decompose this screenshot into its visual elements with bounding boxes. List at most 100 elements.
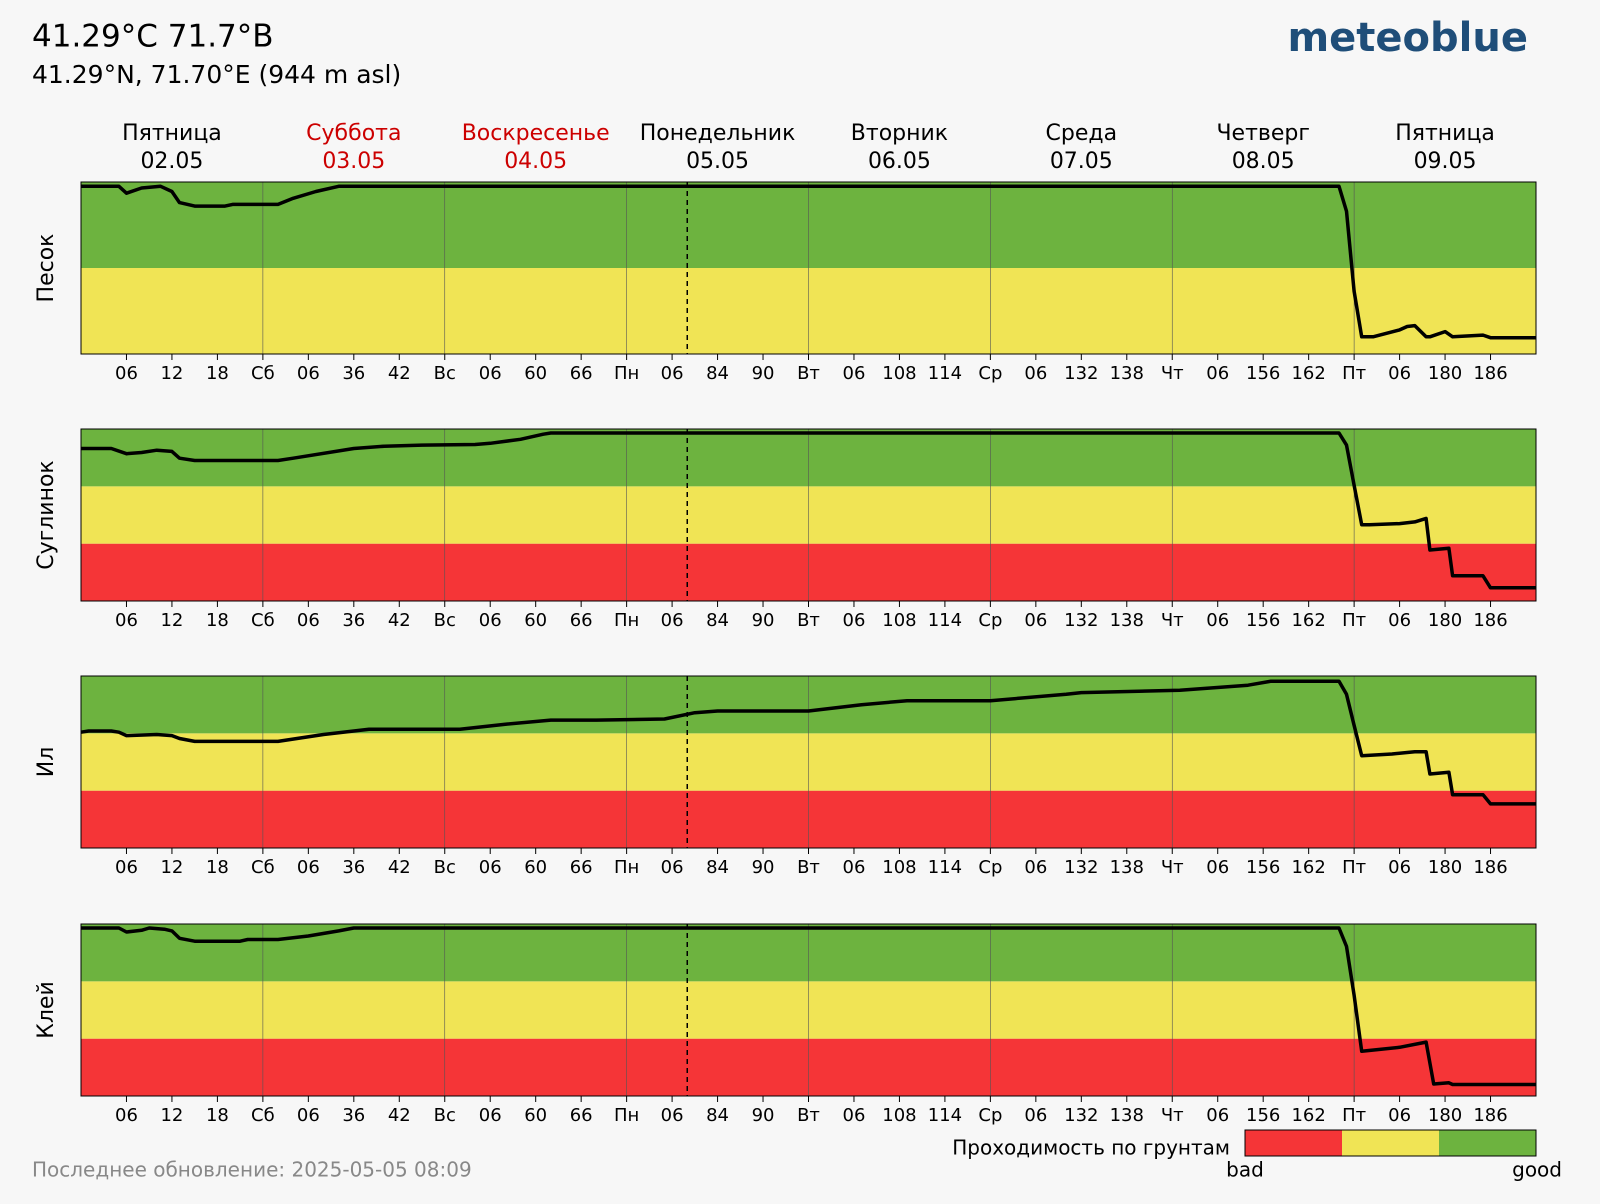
legend-swatch (1439, 1130, 1536, 1156)
x-tick-label: 18 (206, 1105, 229, 1126)
x-tick-label: 06 (1024, 1105, 1047, 1126)
x-tick-label: Пт (1342, 1105, 1366, 1126)
x-tick-label: 162 (1291, 610, 1325, 631)
x-tick-label: 36 (342, 610, 365, 631)
x-tick-label: 06 (1388, 1105, 1411, 1126)
x-tick-label: 06 (479, 857, 502, 878)
x-tick-label: 18 (206, 363, 229, 384)
plot-frame (80, 181, 1537, 355)
x-tick-label: 60 (524, 363, 547, 384)
x-tick-label: 180 (1428, 1105, 1462, 1126)
day-name: Воскресенье (462, 121, 610, 146)
x-tick-label: 162 (1291, 1105, 1325, 1126)
footer: Последнее обновление: 2025-05-05 08:09 (32, 1158, 472, 1182)
x-tick-label: Пн (614, 857, 639, 878)
x-tick-label: Вт (797, 857, 820, 878)
legend-low: bad (1226, 1158, 1264, 1182)
x-tick-label: 06 (1024, 610, 1047, 631)
x-tick-label: 186 (1473, 857, 1507, 878)
x-tick-label: Сб (251, 610, 275, 631)
x-tick-label: 60 (524, 857, 547, 878)
x-tick-label: Пт (1342, 363, 1366, 384)
x-tick-label: 66 (570, 857, 593, 878)
x-tick-label: Вс (434, 610, 456, 631)
x-tick-label: Сб (251, 857, 275, 878)
x-tick-label: 114 (928, 363, 962, 384)
x-tick-label: 114 (928, 857, 962, 878)
x-tick-label: 108 (882, 857, 916, 878)
data-line (81, 926, 1536, 1087)
x-tick-label: 108 (882, 1105, 916, 1126)
x-tick-label: 06 (843, 857, 866, 878)
x-tick-label: 84 (706, 363, 729, 384)
x-tick-label: 66 (570, 1105, 593, 1126)
x-tick-label: Ср (978, 363, 1002, 384)
x-tick-label: 12 (160, 857, 183, 878)
x-tick-label: 06 (297, 363, 320, 384)
day-date: 06.05 (868, 149, 931, 174)
x-tick-label: 06 (661, 1105, 684, 1126)
x-tick-label: 156 (1246, 610, 1280, 631)
y-axis-label: Песок (34, 234, 59, 303)
y-axis-label: Ил (34, 747, 59, 778)
x-tick-label: Сб (251, 1105, 275, 1126)
title: 41.29°C 71.7°B (32, 19, 274, 55)
x-tick-label: Вт (797, 363, 820, 384)
day-date: 03.05 (322, 149, 385, 174)
x-tick-label: 06 (1388, 610, 1411, 631)
x-tick-label: 06 (843, 610, 866, 631)
x-tick-label: 06 (479, 610, 502, 631)
x-tick-label: 06 (297, 610, 320, 631)
logo[interactable]: meteoblue (1288, 15, 1529, 61)
x-tick-label: Вс (434, 363, 456, 384)
x-tick-label: 138 (1110, 857, 1144, 878)
x-tick-label: 36 (342, 1105, 365, 1126)
x-tick-label: 06 (479, 363, 502, 384)
x-tick-label: 90 (752, 610, 775, 631)
x-tick-label: 06 (843, 1105, 866, 1126)
x-tick-label: Вс (434, 1105, 456, 1126)
data-line (80, 679, 1536, 806)
x-tick-label: 156 (1246, 363, 1280, 384)
x-tick-label: 18 (206, 857, 229, 878)
legend-frame (1244, 1129, 1537, 1157)
day-name: Вторник (851, 121, 948, 146)
x-tick-label: 06 (115, 363, 138, 384)
legend-high: good (1512, 1158, 1562, 1182)
x-tick-label: 186 (1473, 610, 1507, 631)
x-tick-label: Вт (797, 610, 820, 631)
day-date: 02.05 (140, 149, 203, 174)
x-tick-label: Пт (1342, 857, 1366, 878)
x-tick-label: 06 (1388, 363, 1411, 384)
x-tick-label: 132 (1064, 857, 1098, 878)
x-tick-label: Чт (1161, 857, 1184, 878)
legend-title: Проходимость по грунтам (952, 1136, 1230, 1160)
x-tick-label: 132 (1064, 1105, 1098, 1126)
x-tick-label: 06 (297, 1105, 320, 1126)
x-tick-label: 12 (160, 610, 183, 631)
data-line (81, 184, 1536, 340)
x-tick-label: Пн (614, 610, 639, 631)
x-tick-label: 156 (1246, 857, 1280, 878)
x-tick-label: 06 (1206, 857, 1229, 878)
x-tick-label: Пн (614, 1105, 639, 1126)
x-tick-label: 06 (661, 363, 684, 384)
x-tick-label: 06 (1024, 363, 1047, 384)
plot-frame (80, 428, 1537, 602)
day-name: Пятница (122, 121, 222, 146)
x-tick-label: Чт (1161, 610, 1184, 631)
day-date: 07.05 (1050, 149, 1113, 174)
x-tick-label: Ср (978, 1105, 1002, 1126)
x-tick-label: 60 (524, 610, 547, 631)
subtitle: 41.29°N, 71.70°E (944 m asl) (32, 60, 401, 89)
x-tick-label: 138 (1110, 610, 1144, 631)
y-axis-label: Клей (34, 981, 59, 1039)
x-tick-label: 06 (1206, 1105, 1229, 1126)
x-tick-label: 90 (752, 363, 775, 384)
x-tick-label: 06 (115, 610, 138, 631)
x-tick-label: 180 (1428, 857, 1462, 878)
x-tick-label: 36 (342, 363, 365, 384)
legend-swatch (1342, 1130, 1439, 1156)
x-tick-label: 06 (1024, 857, 1047, 878)
